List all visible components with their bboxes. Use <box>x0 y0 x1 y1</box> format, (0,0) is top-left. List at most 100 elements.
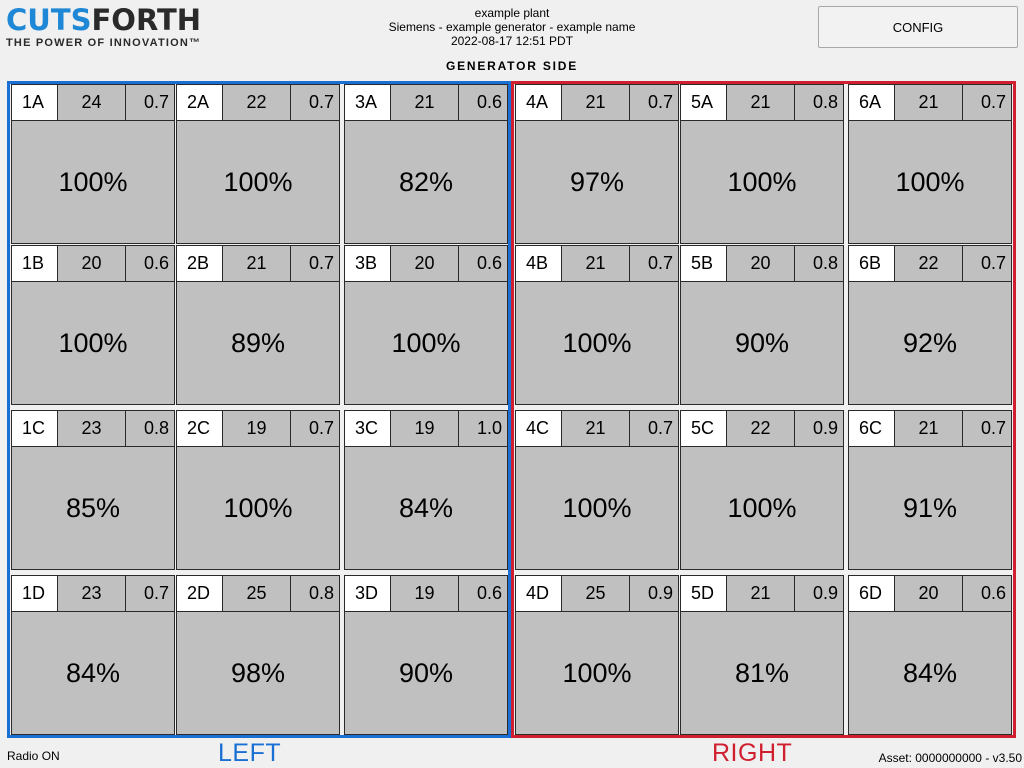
brush-cell[interactable]: 2A 22 0.7 100% <box>176 84 340 244</box>
brush-id: 4A <box>516 85 562 121</box>
brush-value: 0.7 <box>126 85 174 121</box>
brush-cell[interactable]: 1D 23 0.7 84% <box>11 575 175 735</box>
brush-cell[interactable]: 5C 22 0.9 100% <box>680 410 844 570</box>
brush-cell[interactable]: 1A 24 0.7 100% <box>11 84 175 244</box>
brush-value: 0.7 <box>291 85 339 121</box>
brush-cell[interactable]: 5B 20 0.8 90% <box>680 245 844 405</box>
brush-id: 3D <box>345 576 391 612</box>
brush-temperature: 22 <box>895 246 963 282</box>
brush-percentage: 92% <box>902 327 958 358</box>
brush-id: 3A <box>345 85 391 121</box>
brush-cell[interactable]: 5A 21 0.8 100% <box>680 84 844 244</box>
brush-value: 0.8 <box>126 411 174 447</box>
brush-cell[interactable]: 6C 21 0.7 91% <box>848 410 1012 570</box>
brush-cell[interactable]: 2B 21 0.7 89% <box>176 245 340 405</box>
brush-percentage: 100% <box>562 327 632 358</box>
brush-id: 2D <box>177 576 223 612</box>
brush-percentage: 97% <box>569 166 625 197</box>
brush-value: 0.7 <box>630 246 678 282</box>
brush-percentage: 100% <box>58 327 128 358</box>
brush-cell[interactable]: 6D 20 0.6 84% <box>848 575 1012 735</box>
brush-cell[interactable]: 2C 19 0.7 100% <box>176 410 340 570</box>
radio-status: Radio ON <box>7 749 60 763</box>
brush-cell[interactable]: 6B 22 0.7 92% <box>848 245 1012 405</box>
brush-percentage: 100% <box>223 166 293 197</box>
brush-value: 0.9 <box>795 411 843 447</box>
brush-percentage: 100% <box>727 166 797 197</box>
brush-percentage: 100% <box>727 492 797 523</box>
brush-cell[interactable]: 4B 21 0.7 100% <box>515 245 679 405</box>
generator-name: Siemens - example generator - example na… <box>388 20 636 34</box>
brush-value: 0.9 <box>795 576 843 612</box>
brush-percentage: 85% <box>65 492 121 523</box>
brush-percentage: 90% <box>734 327 790 358</box>
brush-id: 1C <box>12 411 58 447</box>
brush-temperature: 21 <box>562 246 630 282</box>
brush-temperature: 21 <box>895 411 963 447</box>
brush-value: 0.8 <box>795 85 843 121</box>
brush-id: 2C <box>177 411 223 447</box>
brush-temperature: 19 <box>391 576 459 612</box>
timestamp: 2022-08-17 12:51 PDT <box>450 34 574 48</box>
brush-percentage: 100% <box>895 166 965 197</box>
brush-value: 1.0 <box>459 411 507 447</box>
brush-id: 6C <box>849 411 895 447</box>
brush-percentage: 82% <box>398 166 454 197</box>
config-button[interactable]: CONFIG <box>818 6 1018 48</box>
brush-temperature: 21 <box>562 411 630 447</box>
brush-id: 1A <box>12 85 58 121</box>
brush-cell[interactable]: 4A 21 0.7 97% <box>515 84 679 244</box>
brush-temperature: 19 <box>391 411 459 447</box>
brush-value: 0.7 <box>963 85 1011 121</box>
brush-temperature: 25 <box>562 576 630 612</box>
brush-id: 4D <box>516 576 562 612</box>
brush-cell[interactable]: 1C 23 0.8 85% <box>11 410 175 570</box>
brush-cell[interactable]: 1B 20 0.6 100% <box>11 245 175 405</box>
brush-percentage: 100% <box>391 327 461 358</box>
brush-temperature: 22 <box>727 411 795 447</box>
left-panel <box>7 81 511 738</box>
brush-id: 6D <box>849 576 895 612</box>
brush-id: 1B <box>12 246 58 282</box>
brush-value: 0.7 <box>291 411 339 447</box>
brush-temperature: 20 <box>727 246 795 282</box>
brush-temperature: 21 <box>391 85 459 121</box>
brush-cell[interactable]: 6A 21 0.7 100% <box>848 84 1012 244</box>
brush-cell[interactable]: 4D 25 0.9 100% <box>515 575 679 735</box>
brush-value: 0.8 <box>291 576 339 612</box>
brush-value: 0.6 <box>459 576 507 612</box>
brush-value: 0.7 <box>963 246 1011 282</box>
brush-temperature: 22 <box>223 85 291 121</box>
brush-temperature: 21 <box>562 85 630 121</box>
brush-cell[interactable]: 3B 20 0.6 100% <box>344 245 508 405</box>
brush-id: 5A <box>681 85 727 121</box>
brush-temperature: 24 <box>58 85 126 121</box>
brush-temperature: 21 <box>727 85 795 121</box>
brush-cell[interactable]: 4C 21 0.7 100% <box>515 410 679 570</box>
asset-info: Asset: 0000000000 - v3.50 <box>878 751 1022 765</box>
brush-value: 0.6 <box>963 576 1011 612</box>
brush-value: 0.7 <box>291 246 339 282</box>
brush-cell[interactable]: 3C 19 1.0 84% <box>344 410 508 570</box>
brush-value: 0.6 <box>126 246 174 282</box>
brush-value: 0.7 <box>963 411 1011 447</box>
brush-temperature: 20 <box>391 246 459 282</box>
brush-temperature: 21 <box>223 246 291 282</box>
brush-id: 5C <box>681 411 727 447</box>
cutsforth-logo: CUTSFORTH THE POWER OF INNOVATION™ <box>6 4 211 50</box>
logo-tagline: THE POWER OF INNOVATION™ <box>6 37 202 49</box>
brush-cell[interactable]: 2D 25 0.8 98% <box>176 575 340 735</box>
right-panel <box>511 81 1016 738</box>
brush-id: 3C <box>345 411 391 447</box>
brush-cell[interactable]: 5D 21 0.9 81% <box>680 575 844 735</box>
brush-id: 6B <box>849 246 895 282</box>
brush-id: 4B <box>516 246 562 282</box>
brush-temperature: 23 <box>58 576 126 612</box>
left-side-label: LEFT <box>218 739 282 767</box>
brush-cell[interactable]: 3D 19 0.6 90% <box>344 575 508 735</box>
brush-cell[interactable]: 3A 21 0.6 82% <box>344 84 508 244</box>
brush-value: 0.7 <box>126 576 174 612</box>
brush-value: 0.8 <box>795 246 843 282</box>
brush-percentage: 91% <box>902 492 958 523</box>
brush-id: 5D <box>681 576 727 612</box>
